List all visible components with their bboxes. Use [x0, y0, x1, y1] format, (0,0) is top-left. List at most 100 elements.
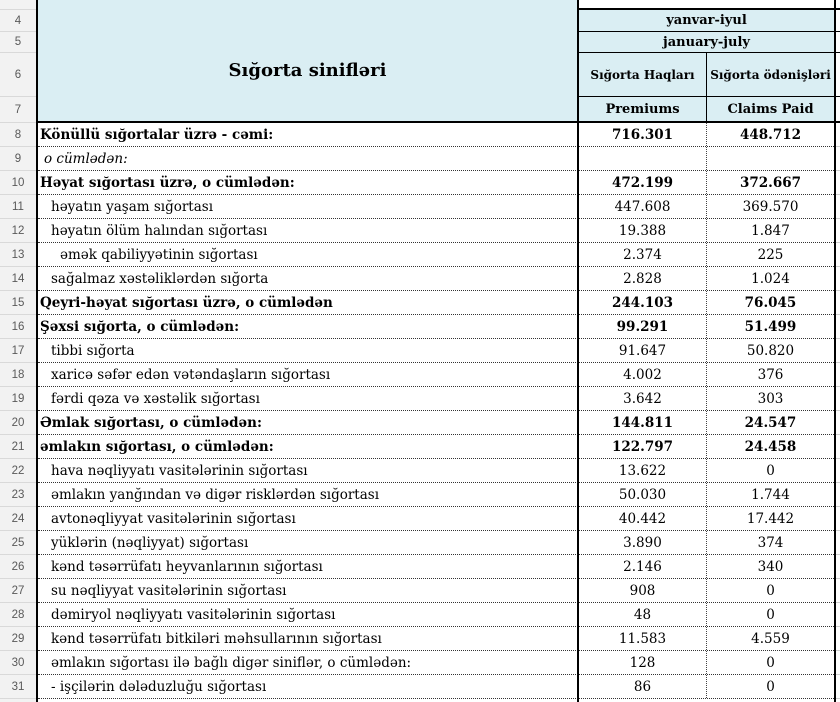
row-label-cell[interactable]: əmlakın yanğından və digər risklərdən sı…	[51, 486, 380, 503]
row-number[interactable]: 7	[0, 97, 36, 123]
table-row[interactable]: yüklərin (nəqliyyat) sığortası 3.890 374	[38, 531, 834, 555]
table-row[interactable]: Əmlak sığortası, o cümlədən: 144.811 24.…	[38, 411, 834, 435]
row-label-cell[interactable]: əmlakın sığortası ilə bağlı digər sinifl…	[51, 654, 412, 671]
table-row[interactable]: su nəqliyyat vasitələrinin sığortası 908…	[38, 579, 834, 603]
claims-az-header[interactable]: Sığorta ödənişləri	[710, 67, 831, 82]
period-en-cell[interactable]: january-july	[579, 32, 834, 53]
row-number[interactable]: 15	[0, 291, 36, 315]
premiums-value-cell[interactable]: 2.828	[623, 270, 662, 287]
row-number[interactable]: 25	[0, 531, 36, 555]
claims-value-cell[interactable]: 303	[757, 390, 784, 407]
premiums-value-cell[interactable]: 50.030	[618, 486, 667, 503]
row-label-cell[interactable]: Əmlak sığortası, o cümlədən:	[40, 414, 262, 431]
row-number[interactable]: 10	[0, 171, 36, 195]
row-label-cell[interactable]: tibbi sığorta	[51, 342, 135, 359]
table-row[interactable]: Həyat sığortası üzrə, o cümlədən: 472.19…	[38, 171, 834, 195]
row-label-cell[interactable]: həyatın ölüm halından sığortası	[51, 222, 268, 239]
premiums-value-cell[interactable]: 447.608	[614, 198, 671, 215]
premiums-value-cell[interactable]: 13.622	[618, 462, 667, 479]
row-number[interactable]: 29	[0, 627, 36, 651]
claims-en-header[interactable]: Claims Paid	[727, 101, 814, 117]
row-number[interactable]: 11	[0, 195, 36, 219]
premiums-value-cell[interactable]: 19.388	[618, 222, 667, 239]
row-number[interactable]: 27	[0, 579, 36, 603]
claims-value-cell[interactable]: 0	[766, 582, 775, 599]
claims-value-cell[interactable]: 225	[757, 246, 784, 263]
row-number[interactable]: 24	[0, 507, 36, 531]
table-row[interactable]: həyatın yaşam sığortası 447.608 369.570	[38, 195, 834, 219]
premiums-value-cell[interactable]: 908	[629, 582, 656, 599]
row-label-cell[interactable]: əmlakın sığortası, o cümlədən:	[40, 438, 274, 455]
table-row[interactable]: Qeyri-həyat sığortası üzrə, o cümlədən 2…	[38, 291, 834, 315]
row-number[interactable]: 30	[0, 651, 36, 675]
claims-value-cell[interactable]: 24.458	[744, 438, 797, 455]
premiums-value-cell[interactable]: 48	[633, 606, 652, 623]
premiums-value-cell[interactable]: 99.291	[616, 318, 669, 335]
claims-value-cell[interactable]: 76.045	[744, 294, 797, 311]
claims-value-cell[interactable]: 376	[757, 366, 784, 383]
claims-value-cell[interactable]: 374	[757, 534, 784, 551]
claims-value-cell[interactable]: 0	[766, 606, 775, 623]
row-label-cell[interactable]: yüklərin (nəqliyyat) sığortası	[51, 534, 249, 551]
class-header-cell[interactable]: Sığorta sinifləri	[38, 0, 577, 123]
table-row[interactable]: hava nəqliyyatı vasitələrinin sığortası …	[38, 459, 834, 483]
premiums-value-cell[interactable]	[579, 147, 706, 170]
claims-value-cell[interactable]: 369.570	[742, 198, 799, 215]
premiums-value-cell[interactable]: 144.811	[611, 414, 674, 431]
claims-value-cell[interactable]: 17.442	[746, 510, 795, 527]
table-row[interactable]: o cümlədən:	[38, 147, 834, 171]
row-number[interactable]: 6	[0, 53, 36, 97]
row-label-cell[interactable]: əmək qabiliyyətinin sığortası	[60, 246, 258, 263]
row-number[interactable]: 13	[0, 243, 36, 267]
premiums-value-cell[interactable]: 86	[633, 678, 652, 695]
premiums-value-cell[interactable]: 3.890	[623, 534, 662, 551]
premiums-value-cell[interactable]: 128	[629, 654, 656, 671]
table-row[interactable]: avtonəqliyyat vasitələrinin sığortası 40…	[38, 507, 834, 531]
claims-value-cell[interactable]: 1.847	[751, 222, 790, 239]
row-label-cell[interactable]: kənd təsərrüfatı bitkiləri məhsullarının…	[51, 630, 382, 647]
row-number[interactable]: 31	[0, 675, 36, 699]
premiums-value-cell[interactable]: 4.002	[623, 366, 662, 383]
row-label-cell[interactable]: avtonəqliyyat vasitələrinin sığortası	[51, 510, 296, 527]
row-label-cell[interactable]: həyatın yaşam sığortası	[51, 198, 214, 215]
row-number[interactable]: 23	[0, 483, 36, 507]
claims-value-cell[interactable]: 340	[757, 558, 784, 575]
row-label-cell[interactable]: fərdi qəza və xəstəlik sığortası	[51, 390, 260, 407]
row-number[interactable]: 17	[0, 339, 36, 363]
row-label-cell[interactable]: hava nəqliyyatı vasitələrinin sığortası	[51, 462, 308, 479]
table-row[interactable]: xaricə səfər edən vətəndaşların sığortas…	[38, 363, 834, 387]
table-row[interactable]: fərdi qəza və xəstəlik sığortası 3.642 3…	[38, 387, 834, 411]
row-number[interactable]: 19	[0, 387, 36, 411]
table-row[interactable]: əmək qabiliyyətinin sığortası 2.374 225	[38, 243, 834, 267]
claims-value-cell[interactable]: 4.559	[751, 630, 790, 647]
table-row[interactable]: kənd təsərrüfatı bitkiləri məhsullarının…	[38, 627, 834, 651]
row-number[interactable]: 5	[0, 32, 36, 53]
claims-value-cell[interactable]: 372.667	[739, 174, 802, 191]
claims-value-cell[interactable]: 24.547	[744, 414, 797, 431]
claims-value-cell[interactable]: 1.024	[751, 270, 790, 287]
row-label-cell[interactable]: Könüllü sığortalar üzrə - cəmi:	[40, 126, 274, 143]
premiums-value-cell[interactable]: 2.374	[623, 246, 662, 263]
row-number[interactable]: 26	[0, 555, 36, 579]
claims-value-cell[interactable]: 0	[766, 654, 775, 671]
premiums-az-header[interactable]: Sığorta Haqları	[590, 67, 695, 82]
row-label-cell[interactable]: su nəqliyyat vasitələrinin sığortası	[51, 582, 287, 599]
period-az-cell[interactable]: yanvar-iyul	[579, 10, 834, 32]
row-label-cell[interactable]: Qeyri-həyat sığortası üzrə, o cümlədən	[40, 294, 333, 311]
table-row[interactable]: - işçilərin dələduzluğu sığortası 86 0	[38, 675, 834, 699]
premiums-value-cell[interactable]: 244.103	[611, 294, 674, 311]
premiums-value-cell[interactable]: 91.647	[618, 342, 667, 359]
row-number[interactable]: 21	[0, 435, 36, 459]
row-label-cell[interactable]: - işçilərin dələduzluğu sığortası	[51, 678, 267, 695]
claims-value-cell[interactable]: 448.712	[739, 126, 802, 143]
premiums-value-cell[interactable]: 3.642	[623, 390, 662, 407]
row-number[interactable]: 22	[0, 459, 36, 483]
table-row[interactable]: həyatın ölüm halından sığortası 19.388 1…	[38, 219, 834, 243]
premiums-value-cell[interactable]: 716.301	[611, 126, 674, 143]
premiums-value-cell[interactable]: 472.199	[611, 174, 674, 191]
table-row[interactable]: tibbi sığorta 91.647 50.820	[38, 339, 834, 363]
row-label-cell[interactable]: xaricə səfər edən vətəndaşların sığortas…	[51, 366, 331, 383]
premiums-value-cell[interactable]: 122.797	[611, 438, 674, 455]
row-label-cell[interactable]: o cümlədən:	[44, 150, 128, 167]
table-row[interactable]: sağalmaz xəstəliklərdən sığorta 2.828 1.…	[38, 267, 834, 291]
